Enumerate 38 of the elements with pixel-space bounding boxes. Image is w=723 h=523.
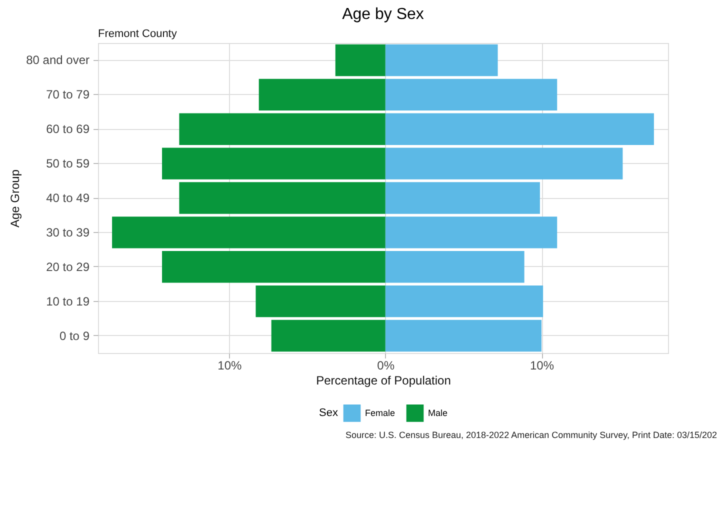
bar bbox=[162, 251, 386, 283]
y-tick-label: 50 to 59 bbox=[46, 156, 90, 171]
bar bbox=[162, 148, 386, 180]
legend-label: Male bbox=[428, 408, 448, 418]
bar bbox=[258, 78, 386, 111]
y-tick-label: 60 to 69 bbox=[46, 122, 90, 136]
source-note: Source: U.S. Census Bureau, 2018-2022 American Community Survey, Print Date: 03/15/202 bbox=[344, 430, 717, 440]
chart-title: Age by Sex bbox=[342, 6, 424, 23]
x-axis-title: Percentage of Population bbox=[316, 374, 451, 388]
y-tick-label: 30 to 39 bbox=[46, 225, 90, 240]
legend-title: Sex bbox=[319, 407, 338, 419]
y-tick-label: 0 to 9 bbox=[59, 328, 90, 343]
bar bbox=[385, 320, 542, 352]
bar bbox=[385, 285, 544, 318]
bar bbox=[385, 251, 524, 283]
bar bbox=[385, 78, 558, 111]
chart-subtitle: Fremont County bbox=[98, 28, 178, 40]
legend-label: Female bbox=[365, 408, 396, 418]
x-tick-label: 10% bbox=[530, 358, 554, 372]
bar bbox=[256, 285, 386, 318]
bar bbox=[271, 320, 386, 352]
y-tick-label: 80 and over bbox=[26, 53, 90, 68]
bar bbox=[385, 44, 498, 76]
bar bbox=[179, 113, 386, 145]
y-tick-label: 20 to 29 bbox=[46, 260, 90, 274]
y-tick-label: 10 to 19 bbox=[46, 294, 90, 308]
bar bbox=[385, 216, 558, 248]
y-tick-label: 70 to 79 bbox=[46, 88, 90, 102]
bar bbox=[385, 182, 540, 214]
y-axis-title: Age Group bbox=[8, 169, 22, 228]
bar bbox=[112, 216, 386, 248]
bar bbox=[385, 148, 623, 180]
x-tick-label: 0% bbox=[377, 358, 395, 372]
x-tick-label: 10% bbox=[218, 358, 242, 372]
bar bbox=[179, 182, 386, 214]
bar bbox=[385, 113, 654, 145]
bar bbox=[335, 44, 386, 76]
y-tick-label: 40 to 49 bbox=[46, 191, 90, 205]
